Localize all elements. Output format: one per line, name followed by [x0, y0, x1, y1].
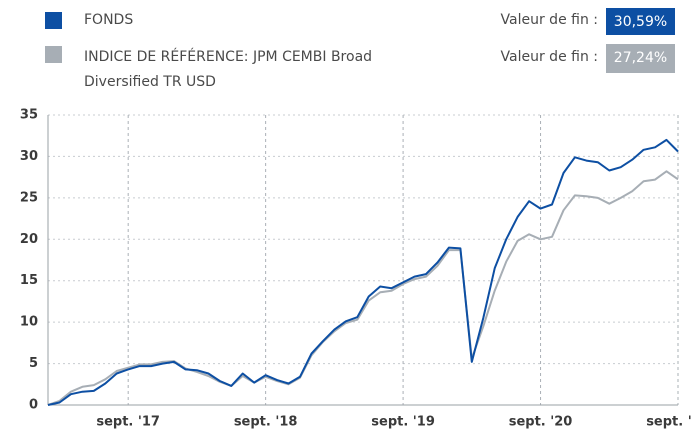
y-tick-label: 20	[20, 232, 38, 247]
x-tick-label: sept. '18	[234, 415, 298, 430]
legend-swatch	[45, 46, 62, 63]
x-tick-label: sept. '21	[646, 415, 691, 430]
y-tick-label: 10	[20, 315, 38, 330]
y-tick-label: 5	[29, 356, 38, 371]
x-tick-label: sept. '20	[509, 415, 573, 430]
x-tick-label: sept. '17	[96, 415, 160, 430]
x-tick-label: sept. '19	[371, 415, 435, 430]
y-tick-label: 0	[29, 398, 38, 413]
y-tick-label: 35	[20, 108, 38, 123]
end-label: Valeur de fin :	[500, 49, 598, 65]
end-value: 27,24%	[606, 44, 675, 73]
legend-swatch	[45, 12, 62, 29]
legend-label: FONDS	[84, 12, 134, 28]
y-tick-label: 25	[20, 190, 38, 205]
series-line	[47, 138, 679, 406]
y-tick-label: 15	[20, 273, 38, 288]
series-line	[47, 170, 679, 406]
legend-label: INDICE DE RÉFÉRENCE: JPM CEMBI Broad Div…	[84, 49, 373, 90]
y-tick-label: 30	[20, 149, 38, 164]
end-value: 30,59%	[606, 8, 675, 35]
end-label: Valeur de fin :	[500, 12, 598, 28]
